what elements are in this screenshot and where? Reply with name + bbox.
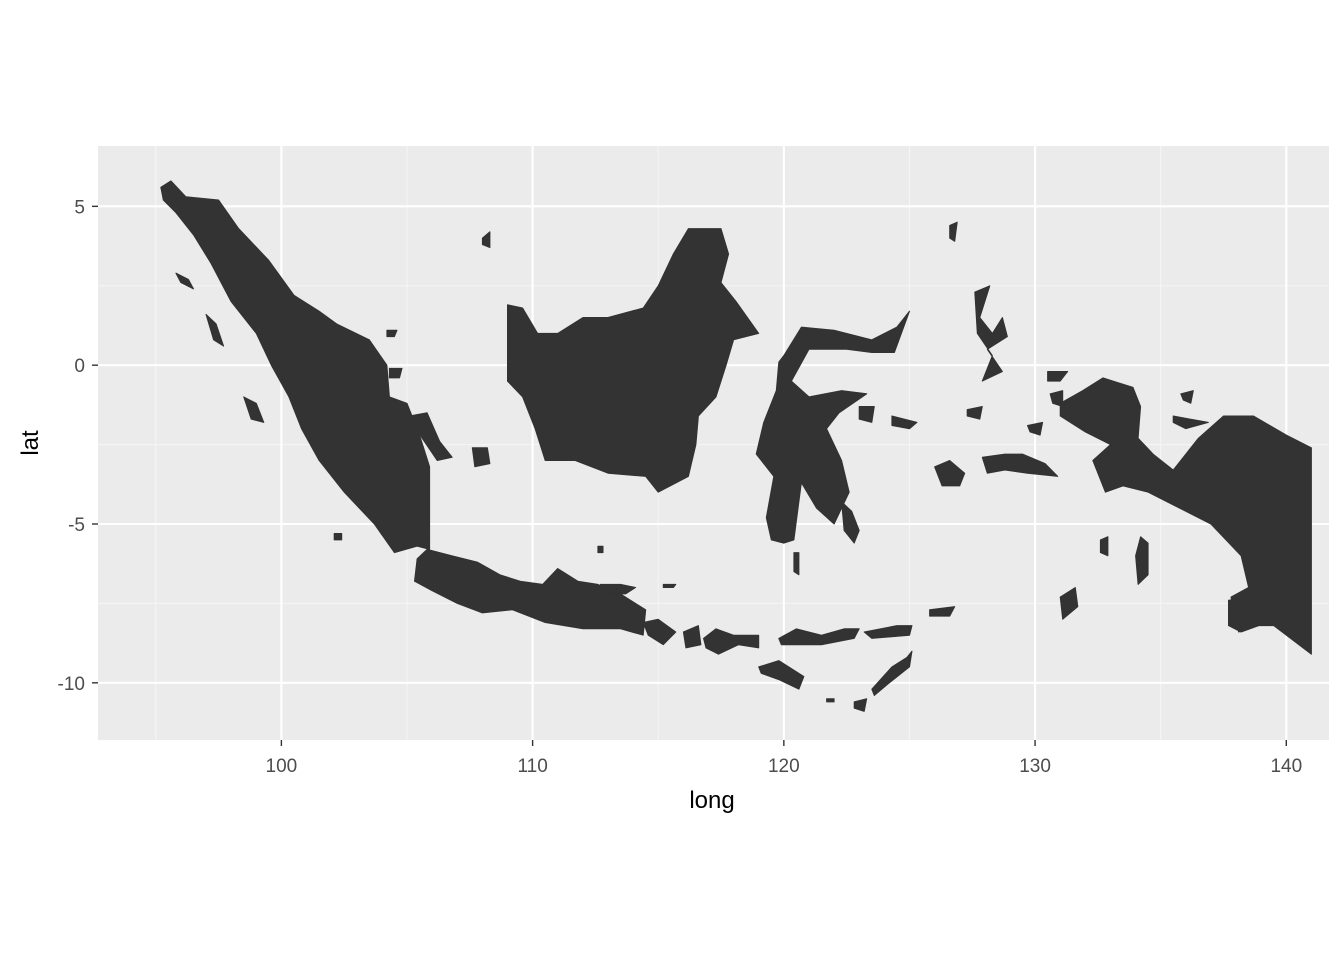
landmass-banggai-islands: [858, 406, 875, 423]
landmass-rote: [853, 698, 868, 712]
landmass-nias: [205, 313, 225, 347]
landmass-java: [414, 548, 647, 636]
x-tick-label: 140: [1270, 756, 1302, 777]
landmass-kangean: [662, 583, 677, 588]
landmass-alor-and-solor-islands: [863, 625, 913, 639]
landmass-borneo-kalimantan: [507, 228, 760, 493]
landmass-lingga: [388, 367, 403, 379]
landmass-misool: [1027, 421, 1044, 436]
landmass-kei-islands: [1099, 536, 1109, 557]
landmass-madura: [599, 583, 637, 595]
landmass-sula-islands: [891, 415, 918, 430]
y-tick-label: 0: [74, 356, 85, 377]
y-tick-label: -10: [58, 674, 85, 695]
x-tick-label: 100: [266, 756, 298, 777]
x-axis-title: long: [689, 787, 734, 814]
landmass-aru-islands: [1135, 536, 1149, 585]
landmass-salawati: [1049, 390, 1064, 407]
landmass-yapen: [1172, 415, 1209, 430]
landmass-sangihe-and-talaud: [949, 221, 958, 242]
x-tick-label: 130: [1019, 756, 1051, 777]
landmass-flores: [778, 628, 860, 646]
landmass-sumatra: [160, 180, 431, 554]
landmass-belitung: [471, 447, 491, 468]
x-tick-label: 120: [768, 756, 800, 777]
y-tick-label: -5: [68, 515, 85, 536]
landmass-bali: [642, 618, 677, 646]
landmass-lombok: [682, 625, 702, 649]
landmass-enggano: [333, 533, 343, 541]
landmass-waigeo: [1047, 371, 1069, 382]
landmass-natuna: [481, 231, 491, 249]
y-tick-label: 5: [74, 197, 85, 218]
y-axis-title: lat: [17, 430, 44, 456]
x-tick-label: 110: [517, 756, 547, 777]
landmass-sumbawa: [703, 628, 760, 655]
landmass-seram: [981, 453, 1059, 477]
landmass-wetar: [929, 606, 956, 617]
landmass-muna-and-buton: [841, 501, 860, 544]
land-layer: [160, 180, 1312, 712]
landmass-tanimbar: [1059, 587, 1079, 620]
x-axis: 100 110 120 130 140: [266, 740, 1302, 777]
landmass-savu: [826, 698, 835, 703]
landmass-kolepom-dolak: [1228, 596, 1265, 633]
landmass-siberut: [243, 396, 265, 423]
landmass-new-guinea-papua: [1059, 377, 1312, 655]
landmass-halmahera: [974, 285, 1008, 382]
landmass-simeulue: [175, 272, 194, 290]
landmass-biak: [1180, 390, 1194, 404]
landmass-timor-indonesian-part: [871, 650, 913, 696]
landmass-obi: [966, 406, 983, 420]
landmass-buru: [934, 460, 966, 487]
y-axis: 5 0 -5 -10: [58, 197, 98, 695]
landmass-sulawesi: [755, 310, 910, 544]
landmass-bawean: [597, 545, 604, 554]
landmass-sumba: [758, 660, 805, 690]
landmass-bintan: [386, 329, 398, 338]
landmass-bangka: [409, 412, 453, 461]
landmass-selayar: [793, 552, 800, 576]
